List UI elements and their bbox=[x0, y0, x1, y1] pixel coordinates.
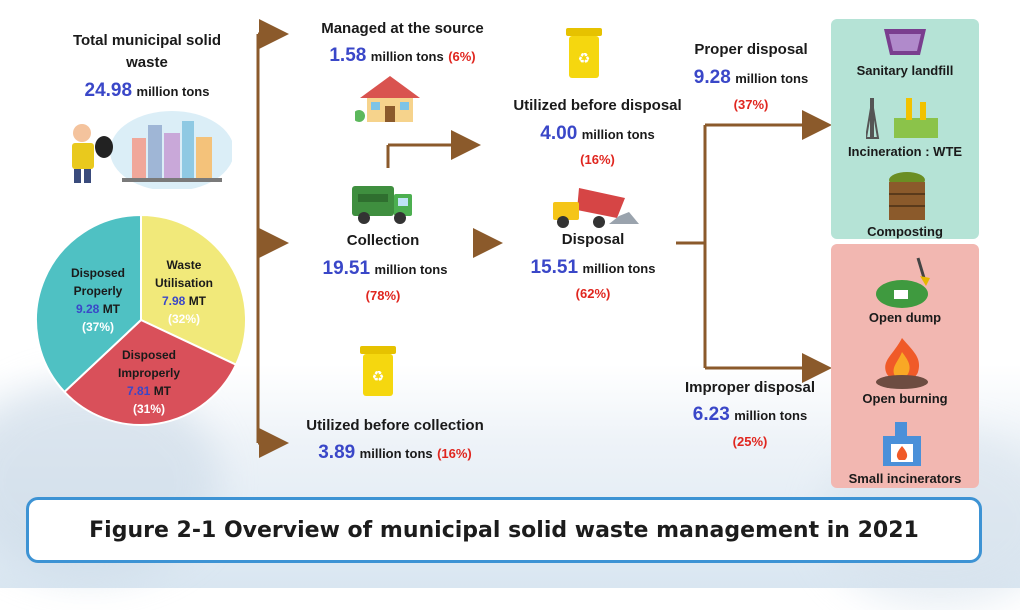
pie-slice-properly bbox=[35, 213, 142, 394]
total-title: Total municipal solid waste bbox=[72, 32, 222, 71]
before-collection-value: 3.89 bbox=[318, 442, 356, 463]
proper-value-line: 9.28 million tons bbox=[672, 67, 830, 89]
pie-label-improperly-name: Disposed Improperly bbox=[117, 348, 180, 380]
pie-pct-utilisation: (32%) bbox=[167, 312, 200, 326]
pie-value-improperly: 7.81 bbox=[126, 384, 151, 398]
proper-value: 9.28 bbox=[693, 67, 731, 88]
pie-label-utilisation-name: Waste Utilisation bbox=[154, 258, 213, 290]
open-burning-icon bbox=[876, 338, 928, 389]
pie-unit-improperly: MT bbox=[153, 384, 172, 398]
total-value-line: 24.98 million tons bbox=[62, 80, 232, 102]
source-value: 1.58 bbox=[329, 45, 367, 66]
house-icon bbox=[355, 76, 420, 122]
collection-unit: million tons bbox=[374, 262, 448, 277]
disposal-unit: million tons bbox=[582, 261, 656, 276]
before-collection-value-line: 3.89 million tons (16%) bbox=[285, 442, 505, 464]
pie-pct-improperly: (31%) bbox=[132, 402, 165, 416]
collection-pct: (78%) bbox=[365, 288, 401, 303]
before-collection-pct: (16%) bbox=[437, 446, 472, 461]
garbage-truck-icon bbox=[352, 186, 412, 224]
pie-value-properly: 9.28 bbox=[75, 302, 100, 316]
source-value-line: 1.58 million tons (6%) bbox=[290, 45, 515, 67]
compost-bin-icon bbox=[889, 172, 925, 220]
disposal-title: Disposal bbox=[561, 231, 625, 248]
method-small-incinerators: Small incinerators bbox=[848, 471, 962, 486]
recycle-bin-icon: ♻ bbox=[360, 346, 396, 396]
pie-pct-properly: (37%) bbox=[81, 320, 114, 334]
open-dump-icon bbox=[876, 257, 930, 308]
pie-unit-properly: MT bbox=[102, 302, 121, 316]
pie-slice-improperly bbox=[63, 318, 238, 426]
method-open-burning: Open burning bbox=[862, 391, 948, 406]
figure-caption: Figure 2-1 Overview of municipal solid w… bbox=[26, 497, 982, 563]
total-value: 24.98 bbox=[84, 80, 133, 101]
pie-unit-utilisation: MT bbox=[188, 294, 207, 308]
collection-title: Collection bbox=[346, 232, 420, 249]
pie-label-properly: Disposed Properly 9.28 MT (37%) bbox=[38, 264, 158, 336]
improper-value: 6.23 bbox=[692, 404, 730, 425]
dump-truck-icon bbox=[553, 188, 639, 228]
improper-value-line: 6.23 million tons bbox=[670, 404, 830, 426]
method-composting: Composting bbox=[867, 224, 943, 239]
improper-unit: million tons bbox=[734, 408, 808, 423]
disposal-pct: (62%) bbox=[575, 286, 611, 301]
landfill-icon bbox=[884, 29, 926, 55]
waste-pie-chart bbox=[35, 213, 247, 426]
svg-text:♻: ♻ bbox=[578, 51, 591, 67]
flow-arrows bbox=[256, 19, 832, 458]
incineration-plant-icon bbox=[866, 98, 938, 139]
pie-slice-utilisation bbox=[140, 213, 247, 367]
total-unit: million tons bbox=[136, 84, 210, 99]
improper-title: Improper disposal bbox=[684, 379, 816, 396]
before-disposal-unit: million tons bbox=[581, 127, 655, 142]
pie-label-utilisation: Waste Utilisation 7.98 MT (32%) bbox=[148, 256, 220, 328]
improper-pct: (25%) bbox=[732, 434, 768, 449]
before-collection-unit: million tons bbox=[359, 446, 433, 461]
method-incineration-wte: Incineration : WTE bbox=[847, 144, 963, 159]
proper-pct: (37%) bbox=[733, 97, 769, 112]
recycle-bin-icon: ♻ bbox=[566, 28, 602, 78]
collection-value: 19.51 bbox=[322, 258, 371, 279]
before-disposal-pct: (16%) bbox=[580, 152, 615, 167]
pie-label-properly-name: Disposed Properly bbox=[70, 266, 125, 298]
source-title: Managed at the source bbox=[321, 20, 484, 37]
pie-label-improperly: Disposed Improperly 7.81 MT (31%) bbox=[104, 346, 194, 418]
method-open-dump: Open dump bbox=[868, 310, 942, 325]
method-sanitary-landfill: Sanitary landfill bbox=[856, 63, 954, 78]
small-incinerator-icon bbox=[883, 422, 921, 466]
before-disposal-value: 4.00 bbox=[540, 123, 578, 144]
collection-value-line: 19.51 million tons bbox=[300, 258, 470, 280]
proper-unit: million tons bbox=[735, 71, 809, 86]
source-pct: (6%) bbox=[448, 49, 476, 64]
before-disposal-title: Utilized before disposal bbox=[513, 97, 682, 114]
before-disposal-value-line: 4.00 million tons bbox=[495, 123, 700, 145]
source-unit: million tons bbox=[370, 49, 444, 64]
disposal-value-line: 15.51 million tons bbox=[508, 257, 678, 279]
disposal-value: 15.51 bbox=[530, 257, 579, 278]
pie-value-utilisation: 7.98 bbox=[161, 294, 186, 308]
before-collection-title: Utilized before collection bbox=[306, 417, 484, 434]
proper-title: Proper disposal bbox=[694, 41, 808, 58]
svg-text:♻: ♻ bbox=[372, 369, 385, 385]
city-illustration bbox=[72, 111, 232, 189]
